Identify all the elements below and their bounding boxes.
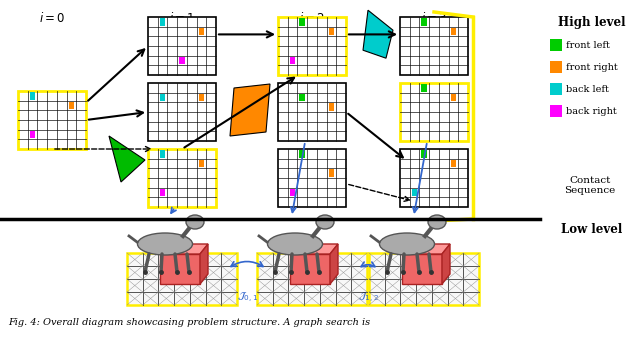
Bar [159, 150, 166, 158]
Polygon shape [109, 136, 145, 182]
Text: Fig. 4: Overall diagram showcasing problem structure. A graph search is: Fig. 4: Overall diagram showcasing probl… [8, 318, 370, 327]
Bar [18, 91, 86, 149]
Bar [198, 160, 204, 167]
Text: front left: front left [566, 41, 610, 49]
Bar [550, 83, 562, 95]
Text: $i = 2$: $i = 2$ [299, 11, 325, 25]
Bar [159, 189, 166, 196]
Text: $i = 0$: $i = 0$ [39, 11, 65, 25]
Bar [451, 160, 456, 167]
Polygon shape [363, 10, 393, 58]
Bar [550, 61, 562, 73]
Bar [148, 149, 216, 207]
Bar [148, 83, 216, 141]
Polygon shape [402, 244, 450, 254]
Bar [300, 94, 305, 101]
Text: Low level: Low level [561, 223, 623, 236]
Text: Contact
Sequence: Contact Sequence [564, 176, 616, 195]
Bar [278, 149, 346, 207]
Ellipse shape [186, 215, 204, 229]
Bar [257, 253, 367, 305]
Polygon shape [230, 84, 270, 136]
Text: $\mathcal{J}_{0,1}$: $\mathcal{J}_{0,1}$ [237, 291, 257, 305]
Bar [400, 149, 468, 207]
Bar [198, 94, 204, 101]
Bar [451, 94, 456, 101]
Text: $i = 3$: $i = 3$ [421, 11, 447, 25]
Bar [451, 28, 456, 35]
Text: back right: back right [566, 106, 617, 116]
Text: back left: back left [566, 85, 609, 93]
Bar [328, 103, 334, 111]
Bar [68, 102, 74, 109]
Bar [328, 28, 334, 35]
Bar [179, 57, 185, 64]
Bar [369, 253, 479, 305]
Polygon shape [330, 244, 338, 284]
Bar [328, 169, 334, 177]
Bar [400, 83, 468, 141]
Bar [127, 253, 237, 305]
Bar [278, 17, 346, 75]
Bar [198, 28, 204, 35]
Bar [400, 17, 468, 75]
Text: $i = 1$: $i = 1$ [169, 11, 195, 25]
Bar [550, 39, 562, 51]
Text: High level: High level [558, 16, 626, 29]
Bar [300, 18, 305, 26]
Bar [160, 254, 200, 284]
Ellipse shape [138, 233, 193, 255]
Bar [290, 254, 330, 284]
Ellipse shape [428, 215, 446, 229]
Bar [278, 83, 346, 141]
Bar [29, 92, 35, 100]
Bar [421, 84, 428, 92]
Bar [159, 94, 166, 101]
Ellipse shape [268, 233, 323, 255]
Polygon shape [442, 244, 450, 284]
Bar [421, 150, 428, 158]
Polygon shape [290, 244, 338, 254]
Bar [29, 131, 35, 138]
Bar [290, 57, 296, 64]
Bar [159, 18, 166, 26]
Bar [412, 189, 417, 196]
Bar [550, 105, 562, 117]
Ellipse shape [316, 215, 334, 229]
Polygon shape [200, 244, 208, 284]
Text: $\mathcal{J}_{1,2}$: $\mathcal{J}_{1,2}$ [358, 291, 378, 305]
Bar [148, 17, 216, 75]
Bar [300, 150, 305, 158]
Text: front right: front right [566, 62, 618, 72]
Bar [290, 189, 296, 196]
Bar [421, 18, 428, 26]
Ellipse shape [380, 233, 435, 255]
Polygon shape [160, 244, 208, 254]
Bar [402, 254, 442, 284]
